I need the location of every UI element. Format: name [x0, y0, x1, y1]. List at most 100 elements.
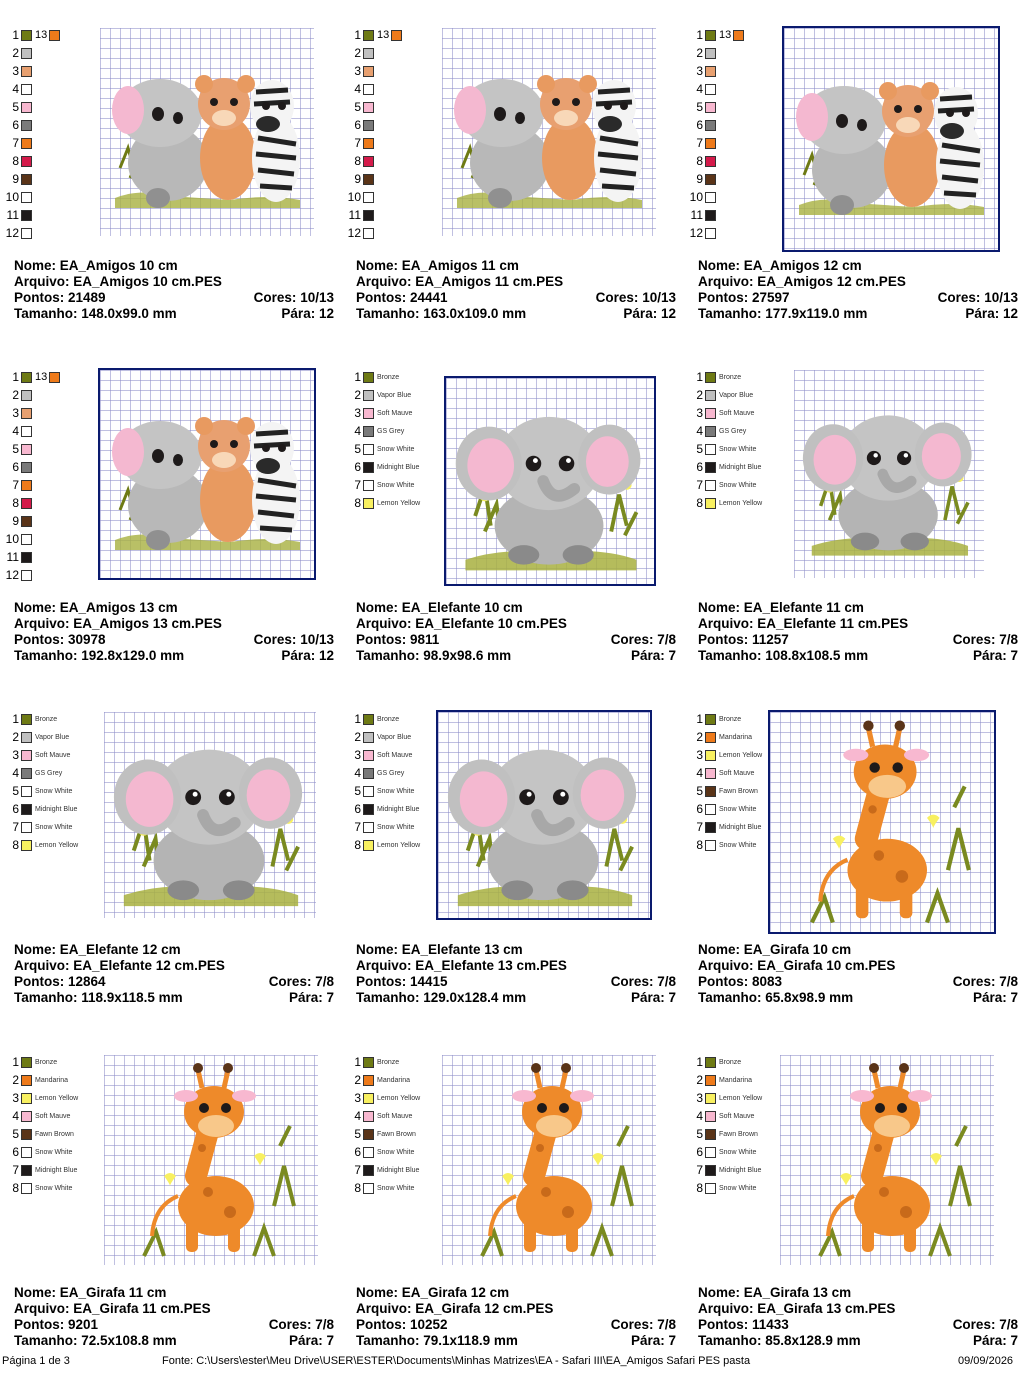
- palette-color-name: Bronze: [35, 715, 58, 723]
- palette-number: 1: [12, 370, 19, 384]
- palette-entry: 11: [688, 208, 716, 222]
- palette-number: 7: [696, 820, 703, 834]
- design-name: EA_Amigos 11 cm: [401, 258, 519, 273]
- label-arquivo: Arquivo:: [356, 1301, 412, 1316]
- color-swatch: [21, 533, 32, 545]
- stitch-count: 10252: [410, 1317, 448, 1332]
- design-name: EA_Girafa 10 cm: [743, 942, 852, 957]
- color-swatch: [705, 389, 716, 401]
- palette-number: 5: [12, 442, 19, 456]
- palette-entry: 9: [4, 514, 32, 528]
- palette-number: 8: [696, 838, 703, 852]
- palette-entry: 5 Fawn Brown: [688, 1127, 758, 1141]
- palette-entry: 4 Soft Mauve: [688, 1109, 754, 1123]
- palette-number: 8: [354, 154, 361, 168]
- design-card: 1 13 2 3 4 5 6 7 8 9 10 11 12: [0, 368, 334, 700]
- palette-number: 10: [347, 190, 361, 204]
- palette-number: 2: [354, 1073, 361, 1087]
- palette-number: 12: [5, 568, 19, 582]
- label-arquivo: Arquivo:: [356, 616, 412, 631]
- embroidery-image: [112, 75, 300, 208]
- label-pontos: Pontos:: [356, 290, 407, 305]
- label-cores: Cores:: [937, 290, 981, 305]
- palette-color-name: Vapor Blue: [719, 391, 754, 399]
- label-pontos: Pontos:: [356, 632, 407, 647]
- palette-entry: 5: [346, 100, 374, 114]
- palette-entry: 5: [4, 442, 32, 456]
- palette-number: 13: [719, 29, 732, 41]
- color-swatch: [21, 839, 32, 851]
- color-swatch: [21, 227, 32, 239]
- palette-entry: 8 Snow White: [346, 1181, 414, 1195]
- label-pontos: Pontos:: [14, 1317, 65, 1332]
- palette-number: 8: [12, 1181, 19, 1195]
- label-tamanho: Tamanho:: [356, 1333, 420, 1348]
- palette-number: 5: [696, 100, 703, 114]
- color-swatch: [705, 101, 716, 113]
- color-swatch: [705, 1074, 716, 1086]
- palette-number: 4: [696, 1109, 703, 1123]
- label-para: Pára:: [630, 990, 665, 1005]
- color-swatch: [363, 83, 374, 95]
- label-tamanho: Tamanho:: [698, 306, 762, 321]
- palette-entry: 7: [346, 136, 374, 150]
- palette-entry: 1 Bronze: [4, 712, 57, 726]
- palette-entry: 8: [4, 496, 32, 510]
- design-info: Nome: EA_Girafa 11 cm Arquivo: EA_Girafa…: [14, 1285, 334, 1349]
- palette-color-name: Snow White: [719, 445, 757, 453]
- palette-number: 7: [354, 136, 361, 150]
- label-tamanho: Tamanho:: [14, 990, 78, 1005]
- design-file: EA_Amigos 11 cm.PES: [415, 274, 564, 289]
- palette-number: 3: [12, 748, 19, 762]
- color-swatch: [705, 425, 716, 437]
- palette-number: 11: [690, 208, 703, 222]
- color-count: 10/13: [984, 290, 1018, 305]
- palette-entry: 7 Midnight Blue: [346, 1163, 419, 1177]
- design-card: 1 Bronze 2 Vapor Blue 3 Soft Mauve 4 GS …: [342, 710, 676, 1042]
- palette-number: 5: [354, 1127, 361, 1141]
- label-arquivo: Arquivo:: [14, 1301, 70, 1316]
- label-nome: Nome:: [14, 600, 57, 615]
- palette-color-name: Fawn Brown: [377, 1130, 416, 1138]
- palette-entry: 4 GS Grey: [346, 424, 404, 438]
- color-swatch: [363, 425, 374, 437]
- palette-number: 8: [354, 1181, 361, 1195]
- palette-color-name: Soft Mauve: [35, 1112, 71, 1120]
- palette-color-name: Snow White: [35, 1184, 73, 1192]
- palette-color-name: Snow White: [377, 823, 415, 831]
- color-swatch: [21, 713, 32, 725]
- color-swatch: [705, 29, 716, 41]
- design-info: Nome: EA_Elefante 13 cm Arquivo: EA_Elef…: [356, 942, 676, 1006]
- palette-number: 4: [354, 82, 361, 96]
- palette-number: 8: [12, 154, 19, 168]
- color-swatch: [705, 65, 716, 77]
- palette-number: 5: [12, 784, 19, 798]
- palette-color-name: Midnight Blue: [35, 805, 78, 813]
- palette-entry: 2 Mandarina: [346, 1073, 410, 1087]
- palette-entry: 8 Lemon Yellow: [4, 838, 78, 852]
- palette-entry: 1 13: [4, 370, 61, 384]
- palette-entry: 3 Lemon Yellow: [688, 748, 762, 762]
- label-nome: Nome:: [698, 942, 741, 957]
- palette-number: 5: [12, 100, 19, 114]
- color-swatch: [21, 443, 32, 455]
- palette-entry: 2: [4, 388, 32, 402]
- palette-entry: 2 Vapor Blue: [688, 388, 753, 402]
- label-tamanho: Tamanho:: [14, 648, 78, 663]
- color-swatch: [391, 29, 403, 41]
- design-size: 85.8x128.9 mm: [765, 1333, 861, 1348]
- palette-number: 2: [12, 1073, 19, 1087]
- palette-number: 6: [12, 118, 19, 132]
- label-arquivo: Arquivo:: [356, 274, 412, 289]
- palette-entry: 4: [688, 82, 716, 96]
- design-preview: [444, 376, 656, 586]
- color-swatch: [363, 1074, 374, 1086]
- color-swatch: [21, 767, 32, 779]
- palette-entry: 12: [4, 226, 32, 240]
- label-arquivo: Arquivo:: [356, 958, 412, 973]
- color-swatch: [705, 749, 716, 761]
- palette-color-name: GS Grey: [719, 427, 747, 435]
- stitch-count: 24441: [410, 290, 448, 305]
- color-swatch: [363, 821, 374, 833]
- palette-number: 6: [12, 802, 19, 816]
